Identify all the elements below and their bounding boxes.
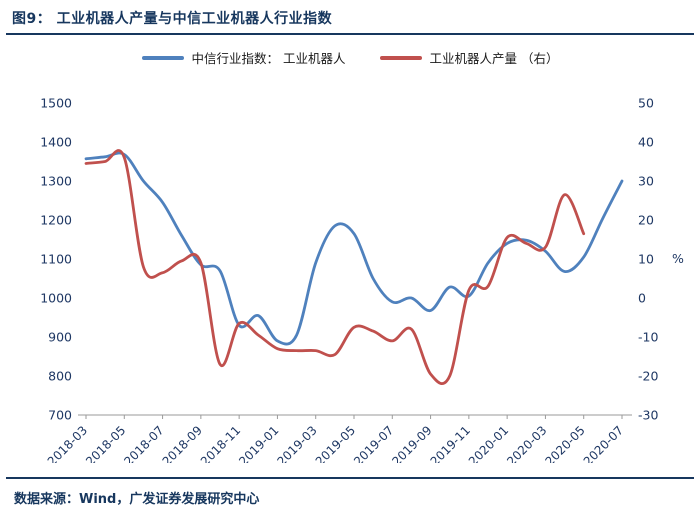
legend-item-index: 中信行业指数： 工业机器人 [141,48,346,67]
right-axis-tick-label: -30 [638,408,658,423]
left-axis-tick-label: 1500 [40,96,72,111]
left-axis-tick-label: 1300 [40,174,72,189]
left-axis-tick-label: 1200 [40,213,72,228]
x-axis-tick-label: 2020-07 [581,423,626,463]
right-axis-tick-label: 30 [638,174,654,189]
right-axis-tick-label: 40 [638,135,654,150]
figure-header: 图9： 工业机器人产量与中信工业机器人行业指数 [6,0,694,35]
index-line-series [84,151,624,346]
left-axis-tick-label: 900 [48,330,72,345]
right-axis-tick-label: 20 [638,213,654,228]
figure-footer: 数据来源：Wind，广发证券发展研究中心 [6,477,694,507]
legend-label-production: 工业机器人产量 （右） [429,51,559,66]
right-axis-tick-label: -20 [638,369,658,384]
left-axis-tick-label: 1000 [40,291,72,306]
production-line-series [84,149,586,385]
left-axis-tick-label: 700 [48,408,72,423]
right-axis-tick-label: -10 [638,330,658,345]
left-axis-tick-label: 800 [48,369,72,384]
right-axis-tick-label: 50 [638,96,654,111]
figure-title: 图9： 工业机器人产量与中信工业机器人行业指数 [12,11,333,27]
left-axis-tick-label: 1100 [40,252,72,267]
index-line-swatch [141,55,184,60]
production-line-swatch [379,55,422,60]
chart-legend: 中信行业指数： 工业机器人 工业机器人产量 （右） [0,35,700,67]
right-axis-unit-label: % [672,251,684,266]
chart-canvas: 700 800 900 1000 1100 1200 1300 1400 1500 -30 -20 -… [40,96,684,469]
legend-label-index: 中信行业指数： 工业机器人 [191,51,346,66]
legend-item-production: 工业机器人产量 （右） [379,48,559,67]
source-note: 数据来源：Wind，广发证券发展研究中心 [14,492,260,507]
right-axis-tick-label: 10 [638,252,654,267]
right-axis-tick-label: 0 [638,291,646,306]
left-axis-tick-label: 1400 [40,135,72,150]
